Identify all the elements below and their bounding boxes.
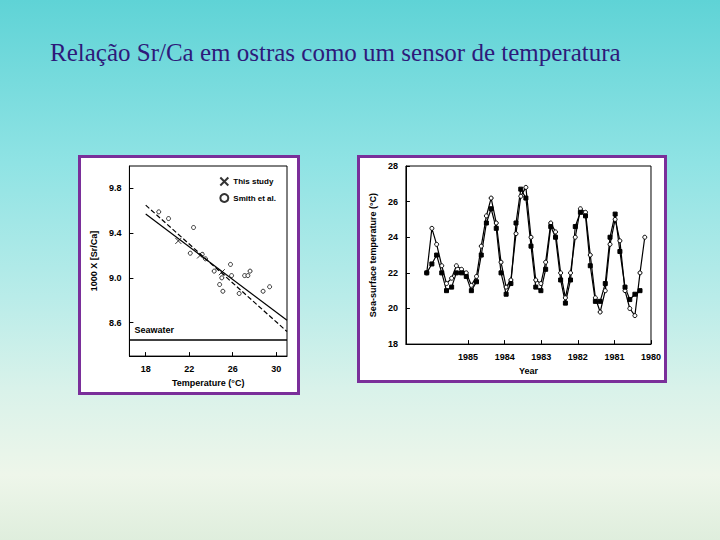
svg-text:8.6: 8.6 <box>109 318 122 328</box>
svg-text:1980: 1980 <box>641 352 661 362</box>
svg-text:1981: 1981 <box>604 352 624 362</box>
svg-text:9.4: 9.4 <box>109 228 122 238</box>
svg-text:30: 30 <box>271 364 281 374</box>
svg-text:18: 18 <box>141 364 151 374</box>
svg-text:28: 28 <box>388 161 398 171</box>
svg-text:Sea-surface temperature (°C): Sea-surface temperature (°C) <box>368 193 378 317</box>
svg-text:9.8: 9.8 <box>109 183 122 193</box>
svg-text:Temperature (°C): Temperature (°C) <box>172 378 244 388</box>
html-text:Relação Sr/Ca em ostras como u: Relação Sr/Ca em ostras como um sensor d… <box>50 39 621 66</box>
svg-text:Year: Year <box>519 366 539 376</box>
svg-text:26: 26 <box>388 197 398 207</box>
svg-text:26: 26 <box>228 364 238 374</box>
svg-text:1983: 1983 <box>531 352 551 362</box>
svg-text:This study: This study <box>233 177 274 186</box>
svg-text:1000 X [Sr/Ca]: 1000 X [Sr/Ca] <box>89 231 99 292</box>
svg-text:18: 18 <box>388 339 398 349</box>
svg-text:1985: 1985 <box>458 352 478 362</box>
svg-text:9.0: 9.0 <box>109 273 122 283</box>
svg-text:Seawater: Seawater <box>134 325 174 335</box>
svg-text:20: 20 <box>388 303 398 313</box>
svg-text:24: 24 <box>388 232 398 242</box>
svg-text:1984: 1984 <box>495 352 515 362</box>
svg-text:Smith et al.: Smith et al. <box>233 194 276 203</box>
svg-text:22: 22 <box>388 268 398 278</box>
svg-text:1982: 1982 <box>568 352 588 362</box>
svg-text:22: 22 <box>184 364 194 374</box>
